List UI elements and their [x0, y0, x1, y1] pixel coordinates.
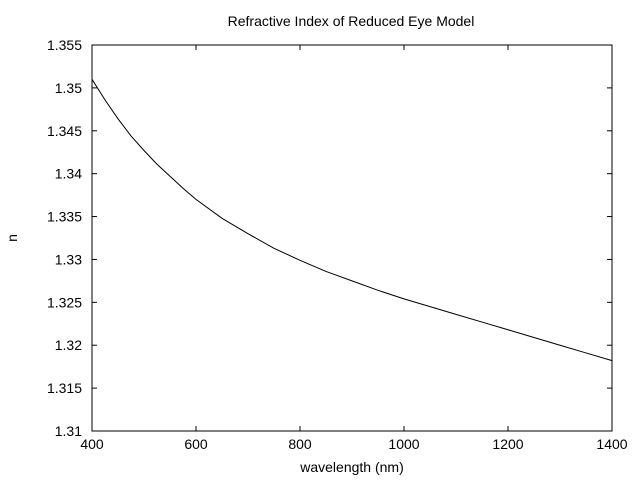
refractive-index-curve [91, 79, 613, 362]
y-tick-label: 1.32 [55, 337, 82, 353]
y-tick-label: 1.31 [55, 423, 82, 439]
x-tick-label: 800 [288, 436, 312, 452]
y-tick-label: 1.335 [47, 209, 82, 225]
x-tick-label: 600 [184, 436, 208, 452]
y-tick-label: 1.345 [47, 123, 82, 139]
y-tick-label: 1.325 [47, 294, 82, 310]
y-tick-label: 1.35 [55, 80, 82, 96]
plot-frame [91, 44, 613, 432]
y-tick-label: 1.315 [47, 380, 82, 396]
y-tick-label: 1.33 [55, 251, 82, 267]
y-tick-label: 1.355 [47, 37, 82, 53]
x-axis-ticks: 400 600 800 1000 1200 1400 [80, 45, 628, 452]
x-tick-label: 400 [80, 436, 104, 452]
x-tick-label: 1400 [596, 436, 627, 452]
chart-title: Refractive Index of Reduced Eye Model [228, 13, 475, 29]
y-axis-label: n [4, 234, 20, 242]
y-axis-ticks: 1.31 1.315 1.32 1.325 1.33 1.335 1.34 1.345 1.35… [47, 37, 612, 439]
x-tick-label: 1200 [492, 436, 523, 452]
x-axis-label: wavelength (nm) [299, 459, 404, 475]
y-tick-label: 1.34 [55, 166, 82, 182]
x-tick-label: 1000 [388, 436, 419, 452]
